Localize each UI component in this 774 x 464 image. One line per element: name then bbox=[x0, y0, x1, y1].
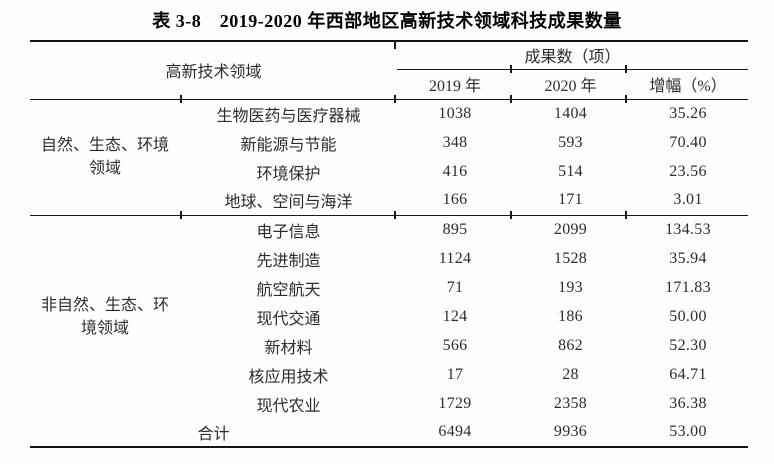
table-row: 环境保护 416 514 23.56 bbox=[30, 157, 748, 186]
value-2020-cell: 1404 bbox=[553, 104, 588, 122]
table-row: 先进制造 1124 1528 35.94 bbox=[30, 244, 748, 273]
column-tick bbox=[510, 95, 512, 103]
value-2019-cell: 17 bbox=[446, 365, 464, 383]
field-cell: 地球、空间与海洋 bbox=[180, 186, 398, 216]
growth-cell: 50.00 bbox=[669, 307, 707, 325]
column-tick bbox=[180, 211, 182, 219]
field-cell: 环境保护 bbox=[256, 165, 321, 183]
field-cell: 现代交通 bbox=[256, 310, 321, 328]
value-2020-cell: 1528 bbox=[553, 249, 588, 267]
column-tick bbox=[625, 65, 627, 73]
total-2020-cell: 9936 bbox=[553, 423, 588, 440]
growth-cell: 35.94 bbox=[669, 249, 707, 267]
total-label-cell: 合计 bbox=[197, 426, 230, 443]
table-row: 新材料 566 862 52.30 bbox=[30, 331, 748, 360]
field-cell: 先进制造 bbox=[256, 252, 321, 270]
column-tick bbox=[510, 211, 512, 219]
header-results-count: 成果数（项） bbox=[397, 41, 749, 70]
column-tick bbox=[394, 41, 396, 49]
value-2020-cell: 193 bbox=[558, 278, 583, 296]
value-2019-cell: 1729 bbox=[438, 394, 472, 412]
value-2019-cell: 71 bbox=[446, 278, 464, 296]
header-field-group: 高新技术领域 bbox=[30, 41, 398, 100]
header-year-2020: 2020 年 bbox=[513, 69, 629, 100]
value-2020-cell: 593 bbox=[558, 133, 583, 151]
value-2019-cell: 895 bbox=[442, 220, 468, 238]
group-label-non-natural: 非自然、生态、环 境领域 bbox=[40, 296, 169, 337]
growth-cell: 23.56 bbox=[669, 162, 707, 180]
value-2020-cell: 2099 bbox=[553, 220, 588, 238]
growth-cell: 171.83 bbox=[665, 278, 711, 296]
value-2020-cell: 186 bbox=[558, 307, 583, 325]
column-tick bbox=[180, 95, 182, 103]
column-tick bbox=[625, 95, 627, 103]
value-2019-cell: 416 bbox=[442, 162, 468, 180]
table-row: 核应用技术 17 28 64.71 bbox=[30, 360, 748, 389]
growth-cell: 36.38 bbox=[669, 394, 707, 412]
field-cell: 新材料 bbox=[264, 339, 313, 357]
growth-cell: 35.26 bbox=[669, 104, 707, 122]
table-row: 新能源与节能 348 593 70.40 bbox=[30, 128, 748, 157]
table-row: 现代交通 124 186 50.00 bbox=[30, 302, 748, 331]
header-year-2019: 2019 年 bbox=[397, 69, 514, 100]
total-growth-cell: 53.00 bbox=[669, 423, 707, 440]
header-row-sub: 2019 年 2020 年 增幅（%） bbox=[30, 69, 749, 100]
growth-cell: 134.53 bbox=[665, 220, 711, 238]
field-cell: 生物医药与医疗器械 bbox=[216, 107, 361, 125]
group-label-natural: 自然、生态、环境 领域 bbox=[30, 99, 180, 216]
value-2019-cell: 1038 bbox=[438, 104, 472, 122]
growth-cell: 70.40 bbox=[669, 133, 707, 151]
value-2020-cell: 171 bbox=[513, 186, 629, 216]
value-2020-cell: 862 bbox=[558, 336, 583, 354]
table-row: 航空航天 71 193 171.83 bbox=[30, 273, 748, 302]
value-2019-cell: 166 bbox=[397, 186, 514, 216]
value-2019-cell: 566 bbox=[442, 336, 468, 354]
table-row: 非自然、生态、环 境领域 电子信息 895 2099 134.53 bbox=[30, 215, 748, 337]
field-cell: 新能源与节能 bbox=[240, 136, 337, 154]
growth-cell: 3.01 bbox=[628, 186, 749, 216]
header-row-top: 高新技术领域 成果数（项） bbox=[30, 41, 749, 100]
results-table-container: 高新技术领域 成果数（项） 2019 年 2020 年 增幅（%） 自然、生态、… bbox=[30, 40, 749, 448]
value-2020-cell: 28 bbox=[562, 365, 579, 383]
growth-cell: 64.71 bbox=[669, 365, 707, 383]
value-2020-cell: 514 bbox=[558, 162, 583, 180]
column-tick bbox=[510, 65, 512, 73]
table-title: 表 3-8 2019-2020 年西部地区高新技术领域科技成果数量 bbox=[152, 11, 622, 31]
column-tick bbox=[394, 95, 396, 103]
total-2019-cell: 6494 bbox=[438, 423, 472, 440]
total-row: 合计 6494 9936 53.00 bbox=[30, 418, 748, 447]
field-cell: 核应用技术 bbox=[248, 368, 329, 386]
field-cell: 现代农业 bbox=[256, 397, 321, 415]
value-2019-cell: 1124 bbox=[438, 249, 472, 267]
column-tick bbox=[394, 211, 396, 219]
results-table: 高新技术领域 成果数（项） 2019 年 2020 年 增幅（%） 自然、生态、… bbox=[30, 40, 749, 448]
table-row: 现代农业 1729 2358 36.38 bbox=[30, 389, 748, 418]
field-cell: 电子信息 bbox=[256, 223, 321, 241]
column-tick bbox=[625, 211, 627, 219]
growth-cell: 52.30 bbox=[669, 336, 707, 354]
header-growth: 增幅（%） bbox=[628, 69, 749, 100]
table-row: 自然、生态、环境 领域 生物医药与医疗器械 1038 1404 35.26 bbox=[30, 99, 748, 216]
table-row: 地球、空间与海洋 166 171 3.01 bbox=[30, 186, 749, 216]
value-2019-cell: 124 bbox=[442, 307, 468, 325]
value-2019-cell: 348 bbox=[442, 133, 468, 151]
value-2020-cell: 2358 bbox=[553, 394, 588, 412]
field-cell: 航空航天 bbox=[256, 281, 321, 299]
